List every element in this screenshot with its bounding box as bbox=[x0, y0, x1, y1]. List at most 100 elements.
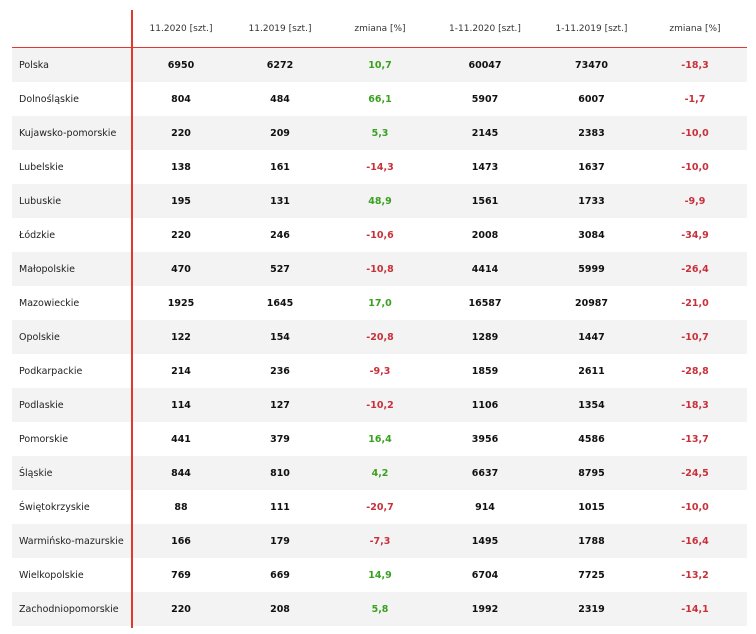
value-nov-2020: 195 bbox=[171, 195, 191, 207]
value-nov-2020: 114 bbox=[171, 399, 191, 411]
value-nov-2020: 122 bbox=[171, 331, 191, 343]
region-name: Polska bbox=[19, 59, 49, 71]
change-ytd: -10,7 bbox=[681, 331, 709, 343]
region-name: Kujawsko-pomorskie bbox=[19, 127, 117, 139]
table-header: 11.2020 [szt.] 11.2019 [szt.] zmiana [%]… bbox=[12, 10, 747, 48]
header-nov-2020: 11.2020 [szt.] bbox=[149, 23, 213, 34]
value-jan-nov-2020: 1473 bbox=[471, 161, 499, 173]
value-nov-2020: 6950 bbox=[167, 59, 195, 71]
table-row: Dolnośląskie 804 484 66,1 5907 6007 -1,7 bbox=[12, 82, 747, 116]
change-ytd: -26,4 bbox=[681, 263, 709, 275]
value-nov-2020: 1925 bbox=[167, 297, 195, 309]
value-nov-2019: 1645 bbox=[266, 297, 294, 309]
change-month: -14,3 bbox=[366, 161, 394, 173]
value-nov-2019: 810 bbox=[270, 467, 290, 479]
change-ytd: -14,1 bbox=[681, 603, 709, 615]
region-name: Lubelskie bbox=[19, 161, 64, 173]
value-nov-2020: 220 bbox=[171, 127, 191, 139]
value-nov-2020: 138 bbox=[171, 161, 191, 173]
table-row: Lubelskie 138 161 -14,3 1473 1637 -10,0 bbox=[12, 150, 747, 184]
region-name: Podkarpackie bbox=[19, 365, 83, 377]
value-jan-nov-2019: 2611 bbox=[578, 365, 605, 377]
value-jan-nov-2019: 73470 bbox=[574, 59, 609, 71]
value-jan-nov-2020: 5907 bbox=[471, 93, 499, 105]
value-nov-2019: 484 bbox=[270, 93, 290, 105]
header-jan-nov-2019: 1-11.2019 [szt.] bbox=[555, 23, 628, 34]
table-row: Zachodniopomorskie 220 208 5,8 1992 2319 -14,1 bbox=[12, 592, 747, 626]
change-month: 4,2 bbox=[371, 467, 389, 479]
region-name: Opolskie bbox=[19, 331, 60, 343]
change-ytd: -34,9 bbox=[681, 229, 709, 241]
value-nov-2019: 111 bbox=[270, 501, 290, 513]
value-nov-2019: 161 bbox=[270, 161, 290, 173]
value-nov-2019: 669 bbox=[270, 569, 290, 581]
region-name: Dolnośląskie bbox=[19, 93, 79, 105]
value-jan-nov-2019: 4586 bbox=[578, 433, 605, 445]
table-row: Podkarpackie 214 236 -9,3 1859 2611 -28,8 bbox=[12, 354, 747, 388]
region-name: Lubuskie bbox=[19, 195, 62, 207]
value-nov-2019: 208 bbox=[270, 603, 290, 615]
change-month: 66,1 bbox=[368, 93, 392, 105]
value-jan-nov-2020: 2145 bbox=[471, 127, 499, 139]
value-nov-2020: 769 bbox=[171, 569, 191, 581]
value-nov-2020: 166 bbox=[171, 535, 191, 547]
value-nov-2019: 127 bbox=[270, 399, 290, 411]
data-table: 11.2020 [szt.] 11.2019 [szt.] zmiana [%]… bbox=[12, 10, 747, 626]
header-nov-2019: 11.2019 [szt.] bbox=[248, 23, 312, 34]
change-month: -10,6 bbox=[366, 229, 394, 241]
change-month: -20,8 bbox=[366, 331, 394, 343]
value-jan-nov-2019: 6007 bbox=[578, 93, 605, 105]
table-row: Mazowieckie 1925 1645 17,0 16587 20987 -21,0 bbox=[12, 286, 747, 320]
value-jan-nov-2020: 4414 bbox=[471, 263, 499, 275]
change-month: 14,9 bbox=[368, 569, 392, 581]
value-jan-nov-2020: 914 bbox=[475, 501, 495, 513]
value-nov-2020: 220 bbox=[171, 603, 191, 615]
change-ytd: -10,0 bbox=[681, 161, 709, 173]
value-jan-nov-2019: 2319 bbox=[578, 603, 605, 615]
change-ytd: -16,4 bbox=[681, 535, 709, 547]
change-ytd: -1,7 bbox=[684, 93, 706, 105]
table-row: Małopolskie 470 527 -10,8 4414 5999 -26,4 bbox=[12, 252, 747, 286]
value-nov-2020: 804 bbox=[171, 93, 191, 105]
value-nov-2019: 179 bbox=[270, 535, 290, 547]
value-jan-nov-2020: 1859 bbox=[471, 365, 499, 377]
value-jan-nov-2020: 1992 bbox=[471, 603, 499, 615]
region-name: Podlaskie bbox=[19, 399, 64, 411]
value-jan-nov-2019: 7725 bbox=[578, 569, 605, 581]
change-ytd: -18,3 bbox=[681, 59, 709, 71]
region-name: Świętokrzyskie bbox=[19, 501, 90, 513]
change-ytd: -9,9 bbox=[684, 195, 706, 207]
change-month: -10,8 bbox=[366, 263, 394, 275]
value-jan-nov-2019: 1733 bbox=[578, 195, 605, 207]
table-row: Kujawsko-pomorskie 220 209 5,3 2145 2383 -10,0 bbox=[12, 116, 747, 150]
value-jan-nov-2019: 1015 bbox=[578, 501, 605, 513]
value-nov-2020: 220 bbox=[171, 229, 191, 241]
table-row: Opolskie 122 154 -20,8 1289 1447 -10,7 bbox=[12, 320, 747, 354]
change-month: -10,2 bbox=[366, 399, 394, 411]
value-jan-nov-2020: 1561 bbox=[471, 195, 499, 207]
change-month: 17,0 bbox=[368, 297, 392, 309]
value-jan-nov-2019: 2383 bbox=[578, 127, 605, 139]
value-jan-nov-2020: 16587 bbox=[468, 297, 502, 309]
header-change-ytd: zmiana [%] bbox=[669, 23, 721, 34]
value-jan-nov-2020: 60047 bbox=[468, 59, 502, 71]
change-month: 48,9 bbox=[368, 195, 392, 207]
table-row: Wielkopolskie 769 669 14,9 6704 7725 -13,2 bbox=[12, 558, 747, 592]
table-row: Podlaskie 114 127 -10,2 1106 1354 -18,3 bbox=[12, 388, 747, 422]
value-jan-nov-2020: 1106 bbox=[471, 399, 499, 411]
table-row: Świętokrzyskie 88 111 -20,7 914 1015 -10,0 bbox=[12, 490, 747, 524]
change-month: 5,3 bbox=[371, 127, 389, 139]
change-month: -9,3 bbox=[369, 365, 391, 377]
value-nov-2020: 441 bbox=[171, 433, 191, 445]
value-nov-2019: 131 bbox=[270, 195, 290, 207]
value-nov-2020: 214 bbox=[171, 365, 191, 377]
region-name: Mazowieckie bbox=[19, 297, 80, 309]
value-jan-nov-2020: 6704 bbox=[471, 569, 499, 581]
header-change-month: zmiana [%] bbox=[354, 23, 406, 34]
change-month: 5,8 bbox=[371, 603, 389, 615]
change-ytd: -21,0 bbox=[681, 297, 709, 309]
table-body: Polska 6950 6272 10,7 60047 73470 -18,3 Dolnośl… bbox=[12, 48, 747, 626]
value-nov-2019: 379 bbox=[270, 433, 290, 445]
table-row: Pomorskie 441 379 16,4 3956 4586 -13,7 bbox=[12, 422, 747, 456]
value-nov-2019: 236 bbox=[270, 365, 290, 377]
